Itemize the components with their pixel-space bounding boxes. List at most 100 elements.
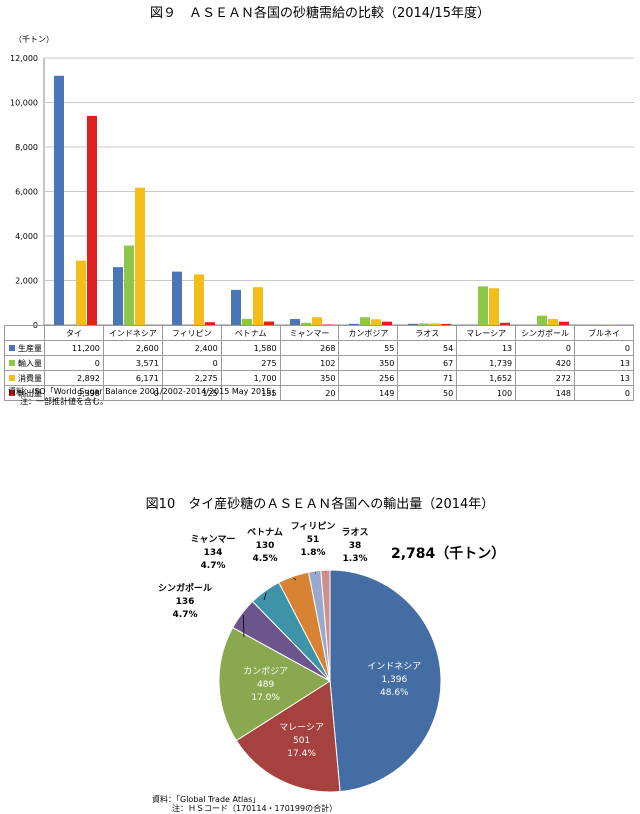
table-cell: 102 [280,356,339,371]
bar [253,287,263,325]
slice-pct-label: 48.6% [380,688,409,698]
slice-label: シンガポール [158,582,212,594]
y-tick-label: 2,000 [15,277,38,286]
bar [113,267,123,325]
y-tick-label: 10,000 [10,99,38,108]
bar [360,317,370,325]
bar [54,76,64,325]
table-cell: 350 [339,356,398,371]
table-cell: 67 [398,356,457,371]
slice-pct-label: 4.7% [173,610,198,620]
table-cell: 0 [575,386,634,401]
slice-value-label: 1,396 [381,675,407,685]
table-header-row: タイインドネシアフィリピンベトナムミャンマーカンボジアラオスマレーシアシンガポー… [5,326,634,341]
table-cell: 13 [575,356,634,371]
bar [124,246,134,325]
table-cell: 2,400 [162,341,221,356]
table-cell: 1,739 [457,356,516,371]
table-cell: 0 [516,341,575,356]
legend-entry: 輸入量 [5,356,45,371]
fig10-note: 注：ＨＳコード（170114・170199の合計） [172,803,337,814]
table-cell: 11,200 [45,341,104,356]
slice-label: インドネシア [367,661,421,672]
table-cell: 6,171 [103,371,162,386]
table-cell: 1,652 [457,371,516,386]
slice-value-label: 489 [257,680,274,690]
table-cell: 268 [280,341,339,356]
slice-label: カンボジア [243,666,288,677]
slice-label: フィリピン [291,520,336,532]
category-tick-label: ブルネイ [575,326,634,341]
bar [537,316,547,325]
slice-value-label: 134 [204,548,223,558]
category-tick-label: シンガポール [516,326,575,341]
fig10-title: 図10 タイ産砂糖のＡＳＥＡＮ各国への輸出量（2014年） [0,493,640,512]
table-cell: 275 [221,356,280,371]
table-cell: 71 [398,371,457,386]
category-tick-label: カンボジア [339,326,398,341]
table-cell: 256 [339,371,398,386]
bar [172,272,182,325]
fig9-note: 注：一部推計値を含む。 [20,396,108,407]
slice-label: ミャンマー [190,534,235,545]
table-cell: 149 [339,386,398,401]
slice-value-label: 51 [307,535,320,545]
slice-pct-label: 1.8% [301,548,326,558]
legend-swatch [9,360,15,366]
legend-label: 生産量 [18,344,42,353]
table-cell: 148 [516,386,575,401]
table-cell: 1,580 [221,341,280,356]
table-cell: 54 [398,341,457,356]
slice-pct-label: 17.4% [287,749,316,759]
y-tick-label: 12,000 [10,54,38,63]
pie-slices [219,570,441,792]
table-cell: 13 [457,341,516,356]
table-cell: 420 [516,356,575,371]
bar [231,290,241,325]
category-tick-label: インドネシア [103,326,162,341]
table-cell: 2,600 [103,341,162,356]
y-tick-label: 6,000 [15,188,38,197]
table-cell: 272 [516,371,575,386]
legend-entry: 生産量 [5,341,45,356]
fig9-unit-label: （千トン） [14,34,54,45]
legend-swatch [9,375,15,381]
bar-marks [54,76,617,325]
table-cell: 0 [162,356,221,371]
table-cell: 1,700 [221,371,280,386]
slice-value-label: 130 [256,541,275,551]
table-cell: 13 [575,371,634,386]
table-cell: 0 [575,341,634,356]
table-cell: 2,275 [162,371,221,386]
bar [478,286,488,325]
bar [76,261,86,325]
category-tick-label: ラオス [398,326,457,341]
slice-value-label: 38 [349,541,362,551]
y-tick-label: 4,000 [15,232,38,241]
y-tick-label: 8,000 [15,143,38,152]
table-cell: 20 [280,386,339,401]
table-cell: 350 [280,371,339,386]
table-cell: 50 [398,386,457,401]
slice-value-label: 136 [176,597,195,607]
slice-pct-label: 4.5% [253,554,278,564]
bar [312,317,322,325]
table-cell: 55 [339,341,398,356]
category-tick-label: ベトナム [221,326,280,341]
category-tick-label: フィリピン [162,326,221,341]
category-tick-label: マレーシア [457,326,516,341]
table-cell: 3,571 [103,356,162,371]
bar [135,188,145,325]
table-cell: 2,892 [45,371,104,386]
slice-label: マレーシア [279,723,324,733]
legend-label: 輸入量 [18,359,42,368]
bar [489,288,499,325]
category-tick-label: ミャンマー [280,326,339,341]
pie-chart: インドネシア1,39648.6%マレーシア50117.4%カンボジア48917.… [0,515,640,800]
category-tick-label: タイ [45,326,104,341]
slice-pct-label: 17.0% [251,693,280,703]
